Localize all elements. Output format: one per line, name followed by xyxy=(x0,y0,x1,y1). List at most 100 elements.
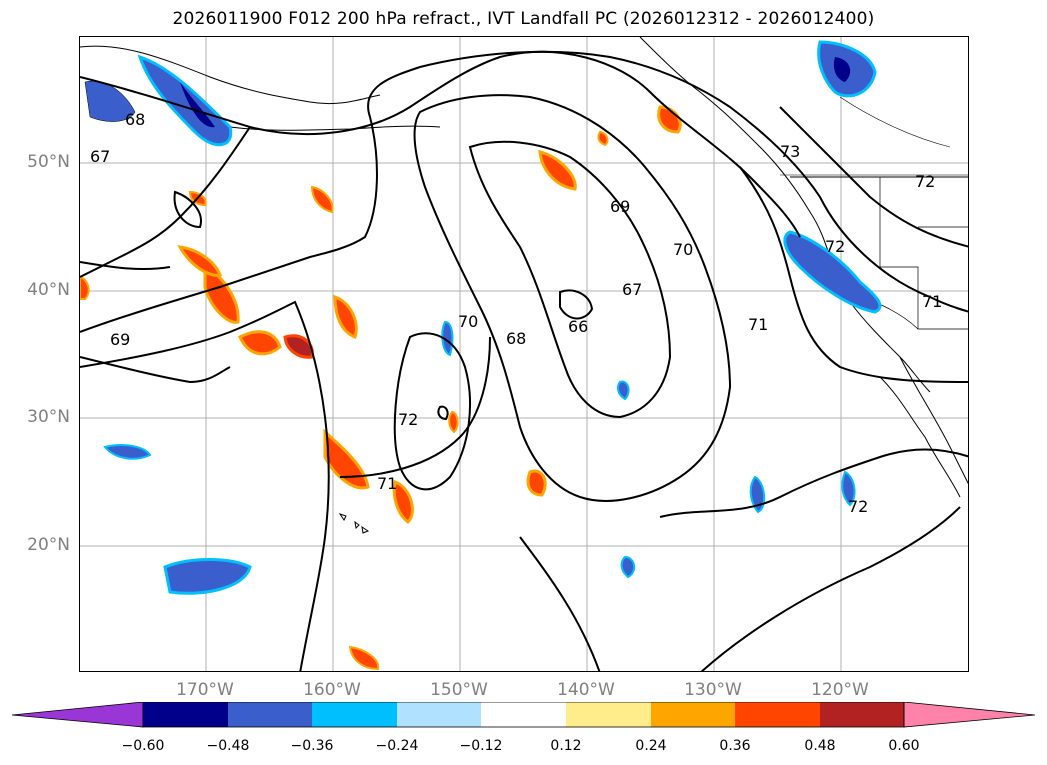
contour-label: 68 xyxy=(125,110,145,129)
contour-label: 67 xyxy=(622,280,642,299)
contour-line xyxy=(437,405,449,421)
colorbar-tick-label: −0.24 xyxy=(375,738,419,754)
contour-label: 73 xyxy=(780,142,800,161)
blob-negative xyxy=(749,475,766,514)
colorbar-segment xyxy=(903,702,1036,728)
blob-negative xyxy=(616,380,630,401)
colorbar-segment xyxy=(820,702,904,727)
lon-label-120w: 120°W xyxy=(811,680,869,700)
contour-line xyxy=(659,448,968,518)
colorbar-segment xyxy=(566,702,651,727)
lat-label-30n: 30°N xyxy=(27,407,70,427)
contour-line xyxy=(80,356,231,384)
colorbar-tick-label: −0.60 xyxy=(121,738,165,754)
contour-line xyxy=(519,536,601,671)
contour-label: 70 xyxy=(673,240,693,259)
contour-line xyxy=(339,336,491,478)
map-title: 2026011900 F012 200 hPa refract., IVT La… xyxy=(172,9,875,29)
contour-label: 70 xyxy=(458,312,478,331)
lat-label-40n: 40°N xyxy=(27,280,70,300)
colorbar-segment xyxy=(312,702,397,727)
colorbar xyxy=(12,702,1036,728)
blob-positive xyxy=(538,150,577,191)
colorbar-tick-label: −0.36 xyxy=(290,738,334,754)
province-border xyxy=(839,96,951,148)
lon-label-140w: 140°W xyxy=(557,680,615,700)
contour-labels: 69 70 67 66 68 70 71 72 71 72 72 69 67 6… xyxy=(90,110,942,516)
baja-coast xyxy=(899,356,968,485)
contour-line xyxy=(413,94,732,502)
graticule xyxy=(80,37,968,671)
contour-label: 71 xyxy=(377,474,397,493)
blob-negative xyxy=(441,320,454,357)
pacific-coast xyxy=(639,37,931,393)
aleutian-coast xyxy=(80,45,381,105)
map-canvas: 69 70 67 66 68 70 71 72 71 72 72 69 67 6… xyxy=(80,37,968,671)
contour-line xyxy=(739,166,968,383)
blob-positive xyxy=(203,264,240,324)
blob-positive xyxy=(392,480,414,524)
contour-line xyxy=(468,140,672,419)
lon-label-160w: 160°W xyxy=(303,680,361,700)
colorbar-tick-label: −0.12 xyxy=(459,738,503,754)
contour-label: 71 xyxy=(922,292,942,311)
colorbar-tick-label: 0.12 xyxy=(550,738,582,754)
lon-label-170w: 170°W xyxy=(176,680,234,700)
colorbar-outline xyxy=(142,702,905,728)
blob-negative xyxy=(163,558,252,595)
colorbar-segment xyxy=(12,702,144,728)
contour-label: 71 xyxy=(748,315,768,334)
contour-line xyxy=(80,300,330,671)
shading xyxy=(80,40,882,671)
hawaii xyxy=(338,513,370,534)
lat-label-20n: 20°N xyxy=(27,535,70,555)
blob-positive xyxy=(448,410,459,434)
blob-negative xyxy=(137,54,233,147)
colorbar-tick-label: 0.36 xyxy=(719,738,751,754)
contour-line xyxy=(173,190,202,229)
blob-positive xyxy=(80,275,90,300)
blob-positive xyxy=(177,245,223,277)
blob-positive xyxy=(323,428,370,490)
contour-line xyxy=(80,261,171,271)
contour-line xyxy=(700,506,961,671)
blob-positive xyxy=(348,645,380,671)
blob-negative-core xyxy=(180,82,215,128)
colorbar-tick-label: −0.48 xyxy=(206,738,250,754)
blob-negative xyxy=(620,555,636,579)
blob-positive xyxy=(333,294,358,339)
blob-positive xyxy=(597,130,609,147)
contour-line xyxy=(80,50,801,238)
contour-line xyxy=(779,106,968,248)
contour-label: 68 xyxy=(506,329,526,348)
colorbar-segment xyxy=(143,702,228,727)
map-panel[interactable]: 69 70 67 66 68 70 71 72 71 72 72 69 67 6… xyxy=(79,36,969,672)
lon-label-150w: 150°W xyxy=(430,680,488,700)
colorbar-segment xyxy=(651,702,735,727)
contour-label: 72 xyxy=(915,172,935,191)
contour-label: 72 xyxy=(398,410,418,429)
colorbar-segment xyxy=(735,702,820,727)
lon-label-130w: 130°W xyxy=(684,680,742,700)
gulf-california xyxy=(879,376,961,498)
state-borders xyxy=(879,177,968,330)
blob-positive xyxy=(238,330,282,356)
blob-negative-core xyxy=(833,57,851,82)
contour-label: 69 xyxy=(610,197,630,216)
colorbar-segment xyxy=(481,702,566,727)
blob-positive xyxy=(283,334,314,359)
colorbar-segment xyxy=(397,702,481,727)
contour-line xyxy=(559,289,594,320)
contour-line xyxy=(80,50,968,333)
colorbar-tick-label: 0.60 xyxy=(888,738,920,754)
contours xyxy=(80,50,968,671)
contour-label: 72 xyxy=(825,237,845,256)
colorbar-tick-label: 0.48 xyxy=(804,738,836,754)
blob-negative xyxy=(103,444,152,460)
contour-label: 66 xyxy=(568,317,588,336)
blob-positive xyxy=(526,469,547,497)
blob-positive xyxy=(310,185,334,214)
contour-label: 69 xyxy=(110,330,130,349)
contour-line xyxy=(80,126,251,278)
contour-line xyxy=(393,332,471,491)
